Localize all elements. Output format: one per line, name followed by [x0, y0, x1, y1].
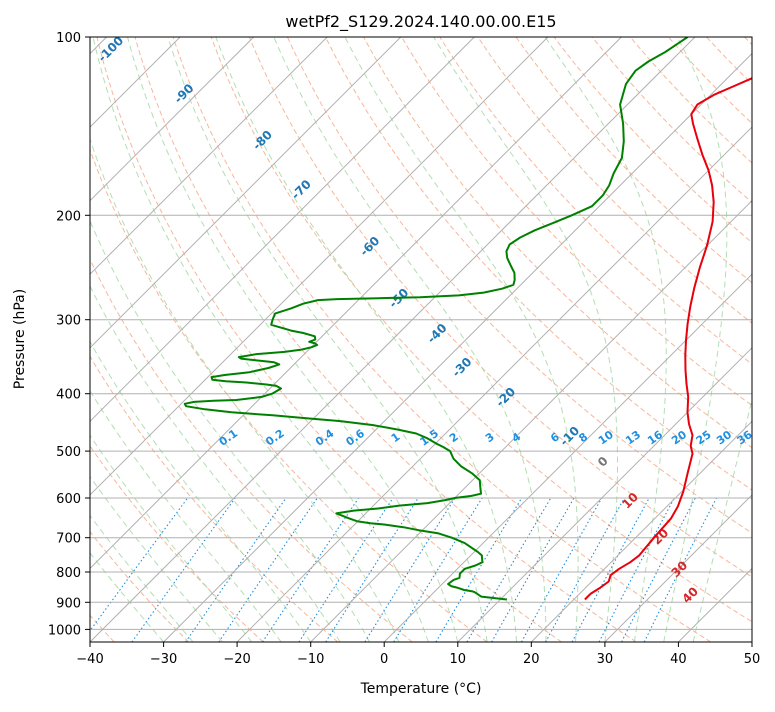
adiabat-label: -40: [424, 321, 449, 346]
dry-adiabat: [478, 37, 775, 642]
profile-lines: [185, 37, 775, 600]
mixing-ratio-label: 20: [669, 428, 689, 448]
adiabat-label: -20: [493, 385, 518, 410]
y-tick-label: 600: [56, 492, 81, 507]
adiabat-label: 10: [619, 490, 641, 512]
mixing-ratio-label: 0.1: [217, 427, 240, 449]
mixing-ratio-label: 10: [596, 428, 616, 448]
mixing-ratio-label: 25: [694, 428, 714, 447]
mixing-ratio-line: [219, 498, 317, 642]
plot-frame: [90, 37, 752, 642]
adiabat-label: 0: [595, 454, 611, 470]
moist-adiabat: [93, 37, 428, 642]
y-tick-label: 1000: [48, 623, 81, 638]
dry-adiabat: [440, 37, 775, 642]
y-tick-label: 300: [56, 314, 81, 329]
mixing-ratio-label: 4: [510, 430, 524, 445]
moist-adiabat: [63, 37, 399, 642]
isotherm-gridline: [0, 37, 254, 642]
isotherm-gridline: [164, 37, 769, 642]
moist-adiabat: [0, 37, 281, 642]
moist-adiabat: [0, 37, 222, 642]
y-axis-label: Pressure (hPa): [12, 289, 28, 389]
adiabat-label: -70: [289, 177, 314, 202]
dry-adiabat: [21, 37, 413, 642]
mixing-ratio-label: 0.4: [313, 427, 337, 449]
adiabat-label: 30: [669, 558, 691, 580]
dry-adiabat: [745, 37, 775, 642]
dry-adiabat: [630, 37, 775, 642]
adiabat-label: -30: [449, 355, 474, 380]
mixing-ratio-label: 2: [447, 430, 461, 445]
dry-adiabat: [707, 37, 775, 642]
dry-adiabat: [0, 37, 263, 642]
x-tick-label: 10: [450, 652, 467, 667]
mixing-ratio-line: [326, 498, 419, 642]
dewpoint-profile-line: [185, 37, 688, 600]
isotherm-gridline: [531, 37, 775, 642]
mixing-ratio-line: [82, 498, 188, 642]
mixing-ratio-label: 3: [483, 430, 497, 445]
y-tick-label: 800: [56, 566, 81, 581]
moist-adiabat: [216, 37, 517, 642]
adiabat-label: -100: [95, 34, 126, 65]
x-tick-label: −40: [76, 652, 103, 667]
isotherm-gridline: [752, 37, 775, 642]
dry-adiabat: [668, 37, 775, 642]
mixing-ratio-line: [263, 498, 359, 642]
dry-adiabat: [516, 37, 775, 642]
dry-adiabat: [0, 37, 189, 642]
x-tick-label: 0: [380, 652, 388, 667]
y-tick-label: 400: [56, 388, 81, 403]
adiabat-label: -90: [171, 81, 196, 106]
adiabat-label: -80: [250, 128, 275, 153]
isotherm-gridline: [458, 37, 775, 642]
adiabat-label: -60: [357, 234, 382, 259]
y-tick-label: 200: [56, 209, 81, 224]
mixing-ratio-label: 1.5: [418, 427, 441, 449]
dry-adiabat: [0, 37, 338, 642]
adiabat-label: -10: [557, 424, 582, 449]
moist-adiabat: [13, 37, 340, 642]
moist-adiabat: [693, 37, 775, 642]
moist-adiabat: [0, 37, 193, 642]
background-lines: [0, 37, 775, 642]
mixing-ratio-line: [394, 498, 483, 642]
mixing-ratio-line: [599, 498, 674, 642]
moist-adiabat: [128, 37, 458, 642]
y-tick-label: 500: [56, 445, 81, 460]
dry-adiabat: [592, 37, 775, 642]
dry-adiabat: [554, 37, 775, 642]
y-tick-label: 700: [56, 532, 81, 547]
x-tick-label: −20: [223, 652, 250, 667]
x-tick-label: 40: [670, 652, 687, 667]
mixing-ratio-line: [365, 498, 455, 642]
moist-adiabat: [0, 37, 252, 642]
mixing-ratio-label: 0.2: [263, 427, 286, 449]
y-tick-label: 100: [56, 31, 81, 46]
y-tick-label: 900: [56, 596, 81, 611]
mixing-ratio-label: 16: [645, 428, 665, 448]
isotherm-gridline: [0, 37, 401, 642]
chart-title: wetPf2_S129.2024.140.00.00.E15: [285, 12, 556, 32]
mixing-ratio-label: 13: [623, 428, 643, 447]
mixing-ratio-line: [132, 498, 235, 642]
moist-adiabat: [545, 37, 666, 642]
dry-adiabat: [59, 37, 487, 642]
x-tick-label: 20: [523, 652, 540, 667]
isotherm-gridline: [90, 37, 695, 642]
x-axis-label: Temperature (°C): [360, 681, 482, 697]
mixing-ratio-label: 30: [714, 428, 734, 448]
x-tick-label: 30: [597, 652, 614, 667]
mixing-ratio-label: 1: [389, 430, 403, 445]
x-tick-label: −30: [150, 652, 177, 667]
x-tick-label: −10: [297, 652, 324, 667]
x-tick-label: 50: [744, 652, 761, 667]
isotherm-gridline: [384, 37, 775, 642]
isotherm-gridline: [678, 37, 775, 642]
